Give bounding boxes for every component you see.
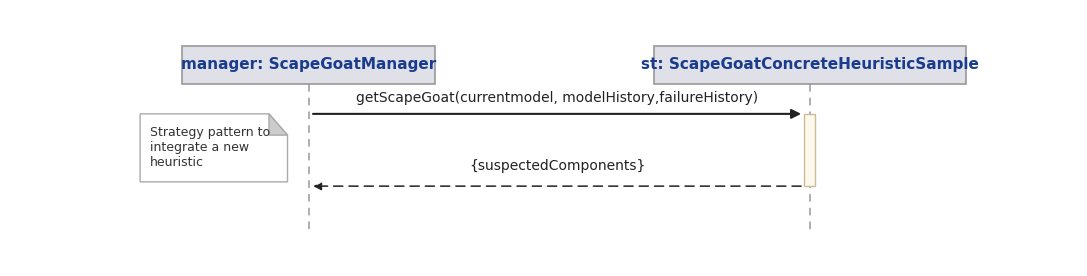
Text: st: ScapeGoatConcreteHeuristicSample: st: ScapeGoatConcreteHeuristicSample [641, 57, 978, 73]
FancyBboxPatch shape [654, 46, 965, 84]
Text: manager: ScapeGoatManager: manager: ScapeGoatManager [180, 57, 436, 73]
Text: Strategy pattern to
integrate a new
heuristic: Strategy pattern to integrate a new heur… [150, 126, 271, 169]
Text: getScapeGoat(currentmodel, modelHistory,failureHistory): getScapeGoat(currentmodel, modelHistory,… [357, 91, 758, 105]
Text: {suspectedComponents}: {suspectedComponents} [468, 159, 646, 173]
Polygon shape [268, 114, 287, 135]
FancyBboxPatch shape [804, 114, 815, 186]
Polygon shape [140, 114, 287, 182]
FancyBboxPatch shape [183, 46, 435, 84]
